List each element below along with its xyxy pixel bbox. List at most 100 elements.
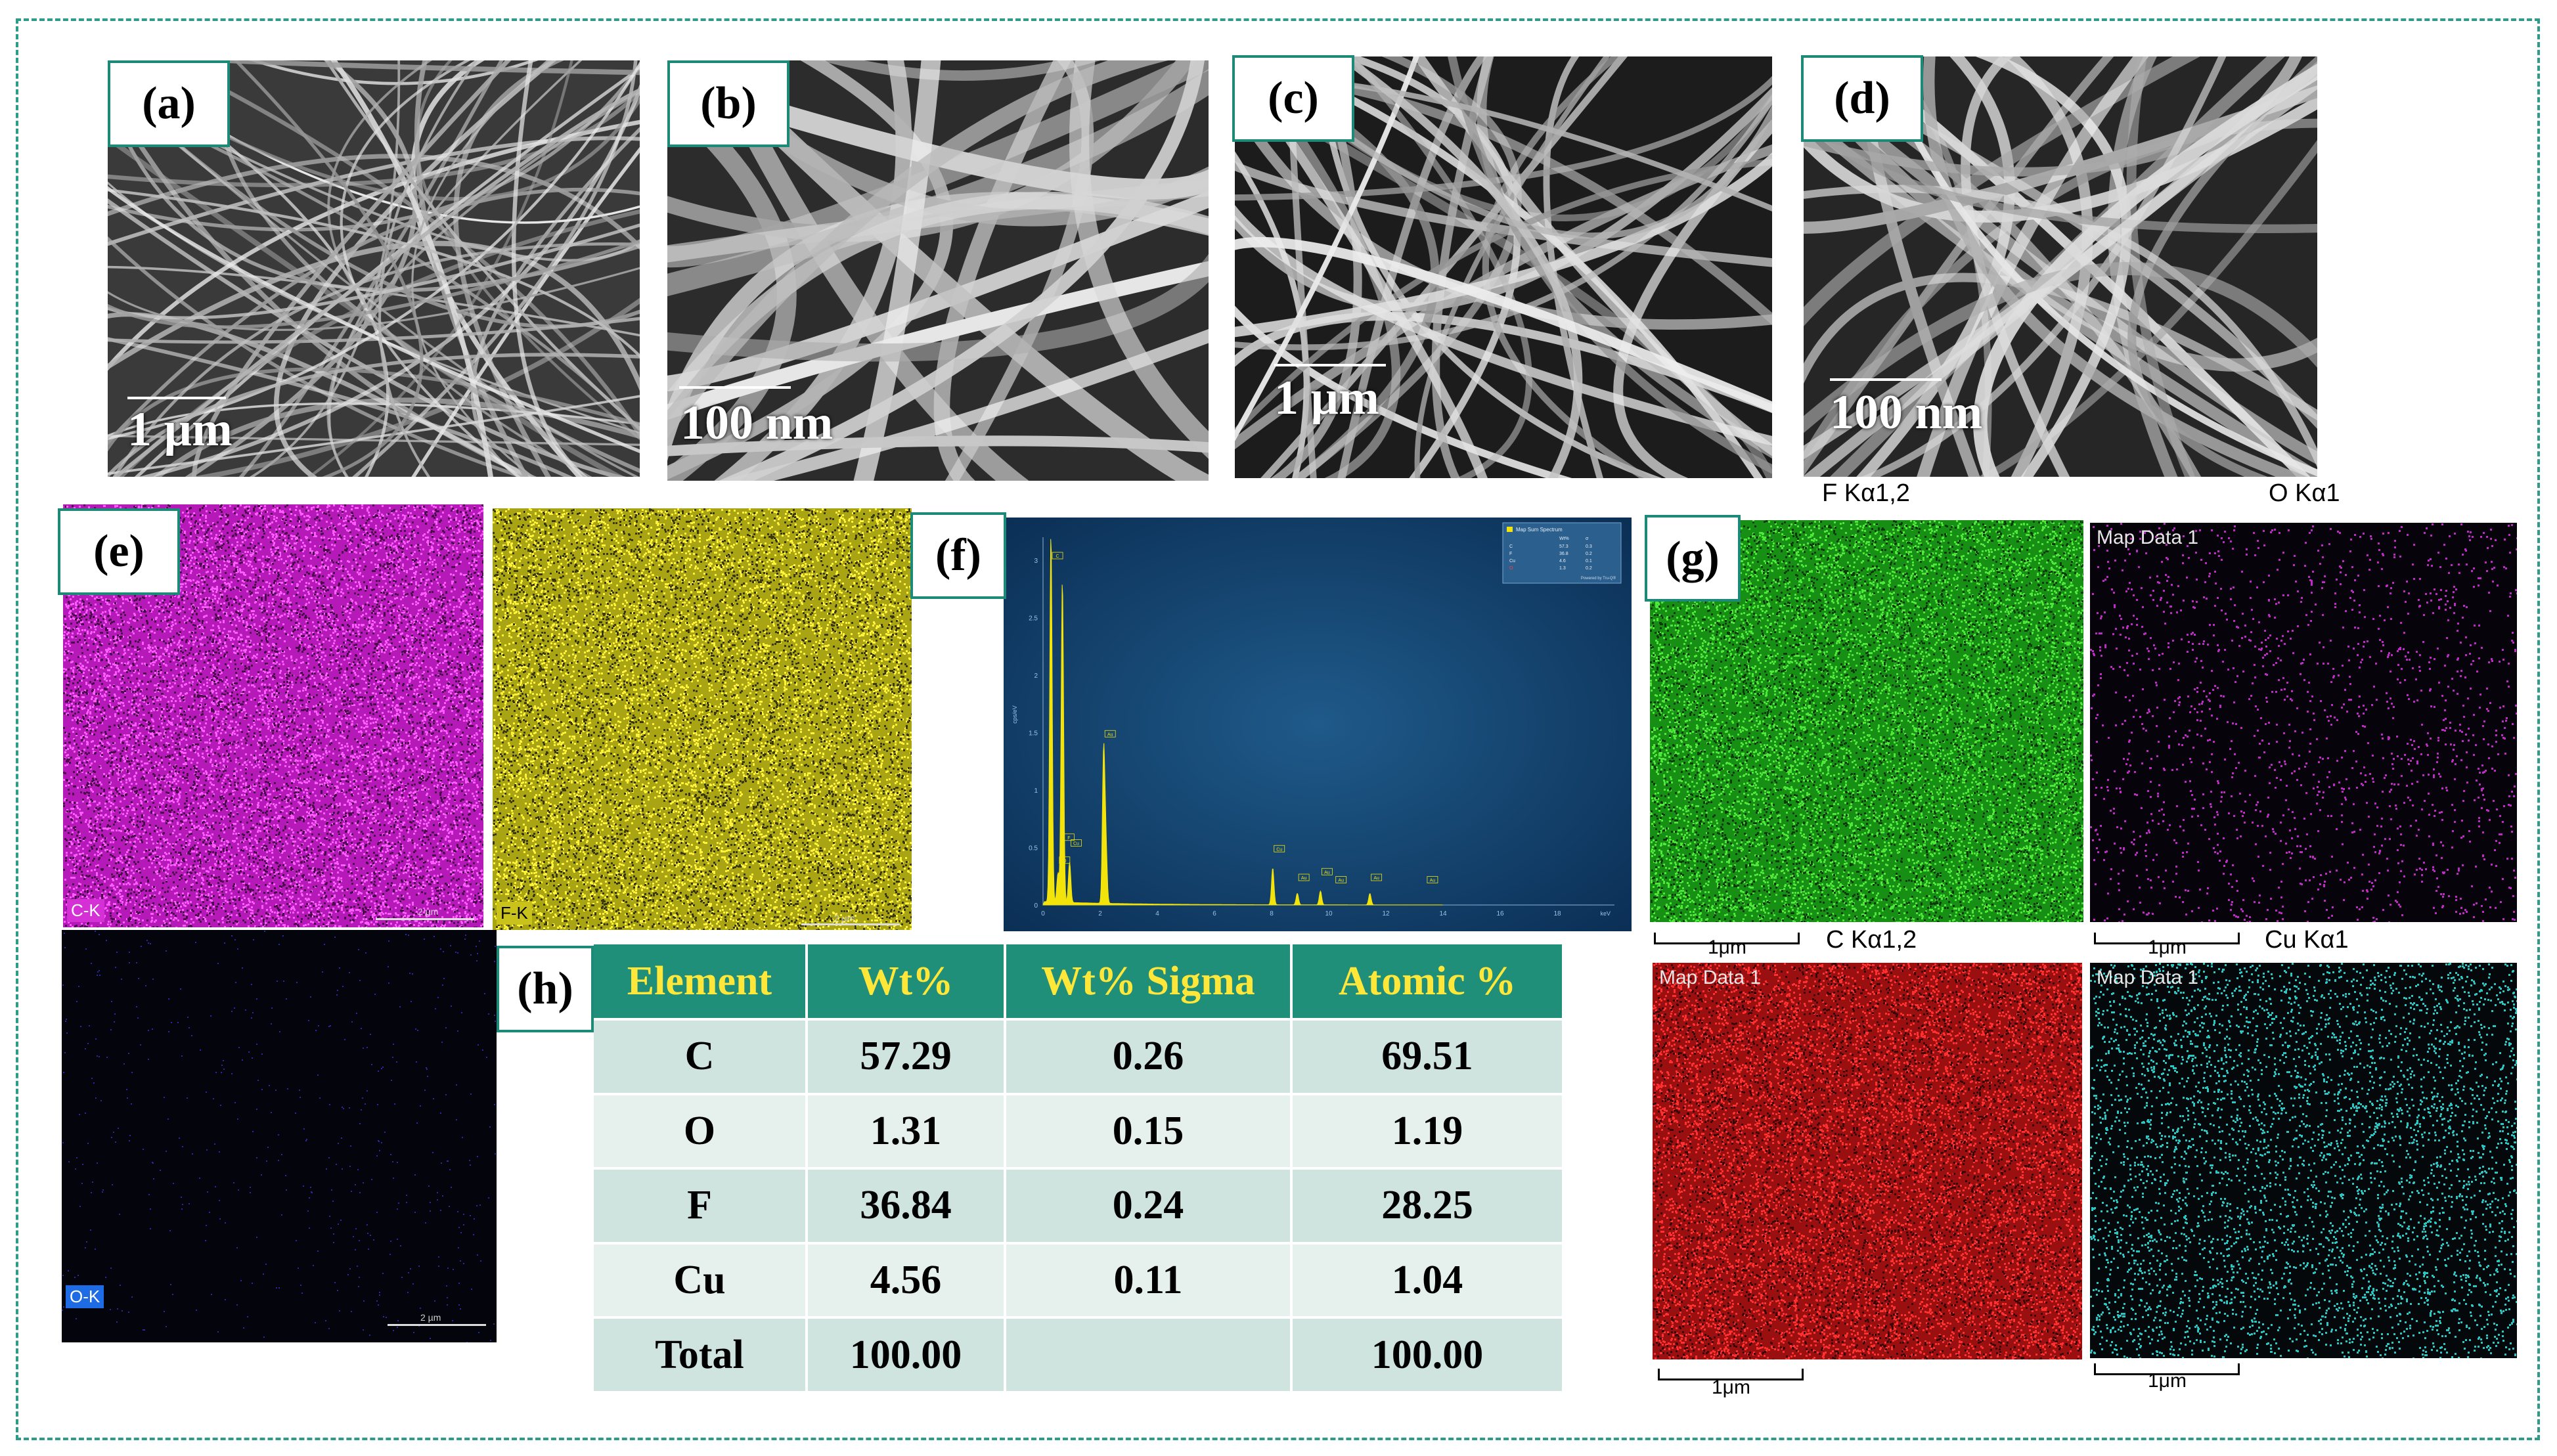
spectrum-peak-label: O	[1063, 859, 1067, 864]
spectrum-x-unit: keV	[1600, 910, 1611, 917]
map-e-oxygen-bar	[388, 1324, 486, 1326]
spectrum-y-tick: 1	[1034, 787, 1038, 795]
spectrum-legend-footer: Powered by Tru-Q®	[1581, 576, 1616, 581]
panel-label-a: (a)	[108, 60, 230, 147]
panel-label-d: (d)	[1801, 55, 1923, 142]
panel-label-g: (g)	[1645, 515, 1741, 602]
spectrum-peak-label: Au	[1430, 879, 1436, 883]
map-g-2-data-label: Map Data 1	[2097, 527, 2198, 549]
map-g-3: Map Data 1	[1653, 963, 2082, 1359]
spectrum-peak-label: Au	[1324, 870, 1330, 875]
spectrum-peak-label: Au	[1373, 876, 1379, 881]
table-header-wt: Wt%	[807, 943, 1005, 1019]
table-cell: 0.26	[1005, 1019, 1291, 1094]
table-cell: Cu	[592, 1243, 807, 1318]
map-e-fluorine-tag: F-K	[497, 902, 532, 925]
spectrum-x-tick: 18	[1553, 910, 1561, 917]
spectrum-y-tick: 2	[1034, 673, 1038, 680]
table-cell: 0.11	[1005, 1243, 1291, 1318]
table-cell: 100.00	[807, 1317, 1005, 1392]
spectrum-legend-cell: 57.3	[1559, 544, 1568, 549]
panel-label-c: (c)	[1232, 55, 1354, 142]
spectrum-peak-label: Au	[1338, 879, 1344, 883]
spectrum-x-tick: 0	[1041, 910, 1045, 917]
spectrum-legend-cell: 0.3	[1586, 544, 1592, 549]
table-cell: 100.00	[1291, 1317, 1563, 1392]
table-row: Total 100.00 100.00	[592, 1317, 1563, 1392]
spectrum-legend-cell: O	[1509, 566, 1513, 571]
panel-label-f: (f)	[910, 512, 1006, 599]
scale-bar-d	[1830, 378, 1942, 381]
map-e-fluorine-bar	[801, 923, 900, 925]
spectrum-peak-label: Cu	[1276, 847, 1282, 852]
spectrum-legend-cell: 1.3	[1559, 566, 1566, 571]
spectrum-y-tick: 1.5	[1029, 730, 1038, 738]
table-header-row: Element Wt% Wt% Sigma Atomic %	[592, 943, 1563, 1019]
table-cell: 36.84	[807, 1168, 1005, 1243]
spectrum-legend-header: σ	[1586, 537, 1589, 541]
panel-label-h: (h)	[497, 946, 594, 1032]
map-g-1-scale-label: 1μm	[1708, 937, 1746, 959]
table-cell: 4.56	[807, 1243, 1005, 1318]
scale-label-c: 1 µm	[1274, 370, 1379, 426]
table-row: O 1.31 0.15 1.19	[592, 1094, 1563, 1169]
map-g-3-scale-label: 1μm	[1712, 1377, 1750, 1399]
map-g4-canvas	[2090, 963, 2517, 1358]
map-g-title-1: F Kα1,2	[1822, 479, 1910, 508]
map-g-title-4: Cu Kα1	[2265, 926, 2349, 954]
spectrum-y-tick: 3	[1034, 558, 1038, 565]
map-g-4-data-label: Map Data 1	[2097, 967, 2198, 989]
spectrum-x-tick: 14	[1439, 910, 1447, 917]
spectrum-legend-cell: 4.6	[1559, 559, 1566, 563]
spectrum-legend-cell: 0.2	[1586, 552, 1592, 556]
map-speckles	[2090, 523, 2517, 922]
map-e-carbon-bar-text: 2 µm	[418, 906, 438, 917]
map-e-carbon-bar	[376, 918, 474, 920]
table-cell: 0.15	[1005, 1094, 1291, 1169]
map-g-2-scale-label: 1μm	[2148, 937, 2187, 959]
element-table: Element Wt% Wt% Sigma Atomic % C 57.29 0…	[591, 942, 1565, 1394]
map-g-4: Map Data 1	[2090, 963, 2517, 1358]
spectrum-y-label: cps/eV	[1012, 705, 1018, 724]
spectrum-x-tick: 4	[1155, 910, 1159, 917]
panel-label-b: (b)	[667, 60, 789, 147]
map-e2-canvas	[493, 508, 912, 930]
table-cell: 1.04	[1291, 1243, 1563, 1318]
spectrum-legend-cell: C	[1509, 544, 1513, 549]
map-g-4-scale-label: 1μm	[2148, 1370, 2187, 1392]
table-cell: F	[592, 1168, 807, 1243]
map-e3-canvas	[62, 930, 497, 1342]
table-cell: Total	[592, 1317, 807, 1392]
spectrum-peak-label: Cu	[1073, 842, 1079, 847]
map-g-3-data-label: Map Data 1	[1659, 967, 1761, 989]
table-cell	[1005, 1317, 1291, 1392]
spectrum-peak-label: F	[1067, 836, 1070, 841]
map-speckles	[2090, 963, 2517, 1358]
scale-label-b: 100 nm	[680, 395, 833, 451]
table-row: F 36.84 0.24 28.25	[592, 1168, 1563, 1243]
map-g-2: Map Data 1	[2090, 523, 2517, 922]
spectrum-legend-cell: F	[1509, 552, 1512, 556]
table-cell: 69.51	[1291, 1019, 1563, 1094]
panel-label-e: (e)	[58, 508, 180, 595]
table-header-element: Element	[592, 943, 807, 1019]
scale-bar-b	[679, 386, 791, 389]
scale-label-d: 100 nm	[1830, 385, 1982, 441]
spectrum-x-tick: 6	[1212, 910, 1216, 917]
spectrum-x-tick: 12	[1382, 910, 1390, 917]
map-g3-canvas	[1653, 963, 2082, 1359]
table-row: C 57.29 0.26 69.51	[592, 1019, 1563, 1094]
map-g-title-2: O Kα1	[2269, 479, 2340, 508]
scale-bar-a	[127, 397, 226, 399]
map-g2-canvas	[2090, 523, 2517, 922]
spectrum-x-tick: 2	[1098, 910, 1102, 917]
scale-bar-c	[1274, 364, 1386, 366]
table-cell: 1.31	[807, 1094, 1005, 1169]
spectrum-y-tick: 0.5	[1029, 845, 1038, 852]
table-cell: 28.25	[1291, 1168, 1563, 1243]
map-e-oxygen-tag: O-K	[66, 1285, 104, 1308]
spectrum-canvas: 0 2 4 6 8 10 12 14 16 18 keV00.511.522.53cps/eVCOF…	[1004, 518, 1632, 931]
spectrum-legend-cell: 36.8	[1559, 552, 1568, 556]
spectrum-peak-label: Au	[1301, 876, 1307, 881]
table-cell: O	[592, 1094, 807, 1169]
